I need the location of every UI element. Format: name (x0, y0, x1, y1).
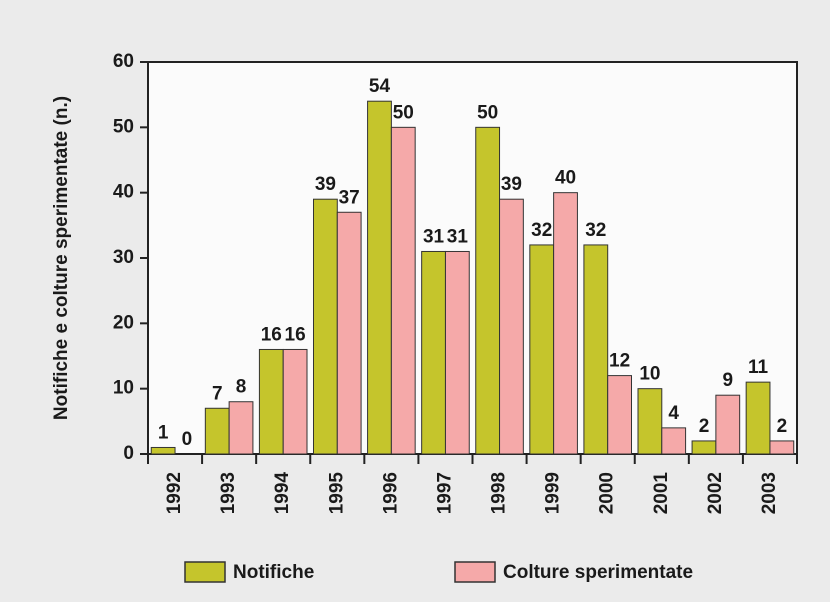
plot-area (147, 61, 798, 455)
data-label: 50 (477, 102, 498, 123)
data-label: 11 (748, 357, 769, 378)
bar (258, 348, 284, 455)
data-label: 10 (639, 364, 660, 385)
bar (421, 250, 446, 455)
data-label: 8 (236, 377, 247, 398)
data-label: 12 (609, 351, 630, 372)
bar (475, 126, 501, 455)
x-tick-label: 1996 (380, 472, 401, 514)
y-tick-label: 50 (113, 116, 134, 137)
legend-label: Colture sperimentate (503, 562, 693, 583)
data-label: 32 (531, 220, 552, 241)
bar (499, 198, 524, 455)
data-label: 16 (261, 324, 282, 345)
x-tick-label: 1998 (489, 472, 510, 514)
x-tick-label: 2001 (651, 472, 672, 515)
y-tick-label: 10 (113, 378, 134, 399)
y-tick-label: 20 (113, 312, 134, 333)
data-label: 31 (447, 226, 469, 247)
bar (529, 244, 555, 455)
bar (444, 250, 470, 455)
bar (336, 211, 362, 455)
bar (583, 244, 609, 455)
y-tick-label: 60 (113, 51, 134, 72)
data-label: 16 (285, 324, 306, 345)
x-tick-label: 1994 (272, 472, 293, 515)
bar (150, 446, 176, 455)
data-label: 31 (423, 226, 445, 247)
x-tick-label: 2002 (705, 472, 726, 514)
bar (390, 126, 416, 455)
bar (312, 198, 338, 455)
data-label: 0 (182, 429, 193, 450)
data-label: 9 (722, 370, 733, 391)
bar (204, 407, 230, 455)
x-tick-label: 2003 (759, 472, 780, 514)
bar (553, 192, 578, 455)
bar (607, 375, 633, 455)
bar (228, 401, 254, 455)
bar (367, 100, 392, 455)
data-label: 1 (158, 422, 169, 443)
data-label: 37 (339, 187, 360, 208)
bar (769, 440, 795, 455)
data-label: 7 (212, 383, 223, 404)
data-label: 2 (699, 416, 710, 437)
bar (282, 348, 308, 455)
x-tick-label: 1997 (434, 472, 455, 514)
y-tick-label: 0 (123, 443, 134, 464)
bar (661, 427, 687, 455)
x-tick-label: 1995 (326, 472, 347, 515)
data-label: 39 (501, 174, 522, 195)
bar (637, 388, 663, 455)
data-label: 4 (668, 403, 679, 424)
y-tick-label: 40 (113, 182, 134, 203)
x-tick-label: 2000 (597, 472, 618, 514)
y-axis-label: Notifiche e colture sperimentate (n.) (51, 96, 72, 420)
data-label: 39 (315, 174, 336, 195)
data-label: 54 (369, 76, 391, 97)
legend-label: Notifiche (233, 562, 314, 583)
bar (745, 381, 771, 455)
legend-swatch (184, 561, 226, 583)
x-tick-label: 1993 (218, 472, 239, 514)
data-label: 2 (777, 416, 788, 437)
x-tick-label: 1999 (543, 472, 564, 514)
y-tick-label: 30 (113, 247, 134, 268)
data-label: 32 (585, 220, 606, 241)
data-label: 50 (393, 102, 414, 123)
data-label: 40 (555, 168, 576, 189)
bar (715, 394, 741, 455)
x-tick-label: 1992 (164, 472, 185, 514)
legend-swatch (454, 561, 496, 583)
bar (691, 440, 717, 455)
